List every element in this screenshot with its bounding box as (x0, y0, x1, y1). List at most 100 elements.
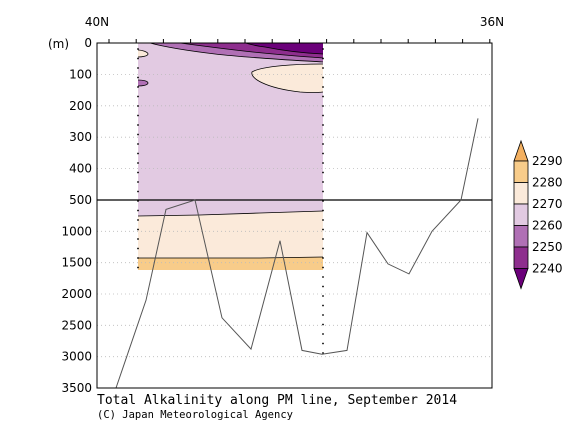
contour-fills (138, 43, 323, 270)
chart-credit: (C) Japan Meteorological Agency (97, 409, 293, 421)
y-unit-label: (m) (48, 37, 69, 51)
station-dot (322, 323, 324, 326)
y-tick-3500: 3500 (61, 381, 92, 395)
station-dot (322, 209, 324, 212)
station-dot (137, 257, 139, 259)
x-tick-marks (108, 39, 491, 43)
station-dot (322, 304, 324, 307)
station-dot (137, 171, 139, 174)
station-dot (137, 114, 139, 117)
colorbar-label-2270: 2270 (532, 197, 563, 211)
station-dot (322, 105, 324, 107)
station-dot (322, 200, 324, 202)
station-dot (137, 238, 139, 240)
station-dots (137, 48, 324, 354)
y-tick-2500: 2500 (61, 318, 92, 332)
colorbar-cell (513, 160, 529, 183)
fill-2280-2290-deep (138, 257, 323, 270)
station-dot (322, 86, 324, 88)
station-dot (322, 181, 324, 183)
y-tick-100: 100 (69, 67, 92, 81)
colorbar-cell (513, 182, 529, 205)
x-label-left: 40N (85, 15, 109, 29)
station-dot (322, 152, 324, 155)
y-tick-3000: 3000 (61, 350, 92, 364)
station-dot (322, 285, 324, 288)
station-dot (137, 181, 139, 183)
station-dot (137, 95, 139, 98)
station-dot (137, 76, 139, 79)
y-tick-500: 500 (69, 193, 92, 207)
station-dot (322, 266, 324, 269)
station-dot (322, 247, 324, 250)
fill-2250-2260-patch (138, 80, 148, 86)
station-dot (137, 162, 139, 164)
station-dot (322, 114, 324, 117)
fill-2270-2280-lens (251, 64, 323, 93)
station-dot (322, 314, 324, 316)
contour-lines (137, 42, 324, 259)
station-dot (137, 67, 139, 69)
station-dot (137, 200, 139, 202)
station-dot (137, 247, 139, 250)
y-tick-300: 300 (69, 130, 92, 144)
colorbar-label-2290: 2290 (532, 154, 563, 168)
y-tick-1000: 1000 (61, 224, 92, 238)
station-dot (322, 295, 324, 297)
station-dot (137, 57, 139, 60)
station-dot (322, 48, 324, 50)
station-dot (322, 219, 324, 221)
y-tick-2000: 2000 (61, 287, 92, 301)
station-dot (322, 276, 324, 278)
station-dot (322, 171, 324, 174)
station-dot (137, 133, 139, 136)
colorbar-cell (513, 225, 529, 248)
colorbar-arrow-top (513, 139, 529, 162)
station-dot (322, 76, 324, 79)
station-dot (322, 342, 324, 345)
colorbar-label-2250: 2250 (532, 240, 563, 254)
station-dot (322, 124, 324, 126)
station-dot (137, 105, 139, 107)
bottom-topography-line (115, 118, 479, 389)
fill-2270-2280-deep (138, 211, 323, 258)
colorbar-label-2280: 2280 (532, 176, 563, 190)
x-label-right: 36N (480, 15, 504, 29)
y-tick-200: 200 (69, 99, 92, 113)
station-dot (322, 257, 324, 259)
station-dot (137, 48, 139, 50)
fill-below-2240-surface (245, 43, 323, 54)
colorbar-arrow-bottom (513, 268, 529, 290)
y-tick-labels: 0 100 200 300 400 500 1000 1500 2000 2500 3000 3500 (61, 36, 92, 395)
station-dot (322, 133, 324, 136)
station-dot (137, 86, 139, 88)
station-dot (137, 266, 139, 269)
station-dot (322, 333, 324, 335)
y-tick-400: 400 (69, 162, 92, 176)
station-dot (322, 190, 324, 193)
colorbar-label-2260: 2260 (532, 219, 563, 233)
colorbar-label-2240: 2240 (532, 262, 563, 276)
station-dot (322, 143, 324, 145)
station-dot (322, 352, 324, 354)
station-dot (137, 228, 139, 231)
colorbar-cell (513, 246, 529, 269)
colorbar: 2290 2280 2270 2260 2250 2240 (513, 139, 563, 290)
station-dot (322, 95, 324, 98)
y-tick-1500: 1500 (61, 256, 92, 270)
plot-frame (96, 42, 493, 389)
station-dot (137, 219, 139, 221)
station-dot (137, 124, 139, 126)
station-dot (137, 209, 139, 212)
station-dot (137, 190, 139, 193)
station-dot (322, 57, 324, 60)
station-dot (322, 228, 324, 231)
station-dot (322, 162, 324, 164)
colorbar-cell (513, 203, 529, 226)
station-dot (322, 67, 324, 69)
station-dot (137, 152, 139, 155)
station-dot (137, 143, 139, 145)
station-dot (322, 238, 324, 240)
chart-title: Total Alkalinity along PM line, Septembe… (97, 393, 457, 408)
